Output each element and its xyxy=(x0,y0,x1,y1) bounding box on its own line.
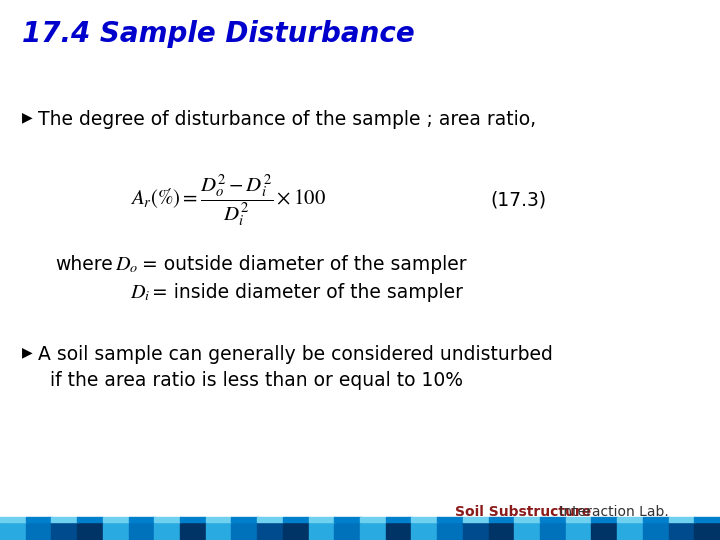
Bar xyxy=(514,522,541,540)
Bar xyxy=(591,522,618,540)
Bar xyxy=(617,517,644,522)
Bar xyxy=(283,517,309,522)
Bar xyxy=(103,517,129,522)
Bar xyxy=(206,517,232,522)
Text: 17.4 Sample Disturbance: 17.4 Sample Disturbance xyxy=(22,20,415,48)
Bar xyxy=(437,517,464,522)
Bar xyxy=(334,517,361,522)
Bar xyxy=(540,517,566,522)
Bar xyxy=(694,522,720,540)
Bar xyxy=(386,522,412,540)
Text: $A_r(\%) = \dfrac{D_o^2 - D_i^2}{D_i^2} \times 100$: $A_r(\%) = \dfrac{D_o^2 - D_i^2}{D_i^2} … xyxy=(130,172,326,228)
Bar xyxy=(154,517,181,522)
Bar xyxy=(591,517,618,522)
Text: where: where xyxy=(55,255,113,274)
Bar xyxy=(103,522,129,540)
Bar xyxy=(51,517,78,522)
Bar xyxy=(26,522,52,540)
Text: Interaction Lab.: Interaction Lab. xyxy=(555,505,669,519)
Bar xyxy=(77,522,104,540)
Bar xyxy=(231,517,258,522)
Bar xyxy=(540,522,566,540)
Bar xyxy=(77,517,104,522)
Bar xyxy=(309,517,335,522)
Bar xyxy=(180,522,206,540)
Text: = outside diameter of the sampler: = outside diameter of the sampler xyxy=(142,255,467,274)
Bar xyxy=(360,522,386,540)
Bar xyxy=(334,522,361,540)
Bar xyxy=(514,517,541,522)
Bar xyxy=(669,522,695,540)
Text: A soil sample can generally be considered undisturbed: A soil sample can generally be considere… xyxy=(38,345,553,364)
Bar xyxy=(386,517,412,522)
Text: $D_i$: $D_i$ xyxy=(130,283,150,303)
Bar xyxy=(206,522,232,540)
Bar xyxy=(437,522,464,540)
Bar xyxy=(26,517,52,522)
Text: ▶: ▶ xyxy=(22,345,32,359)
Text: if the area ratio is less than or equal to 10%: if the area ratio is less than or equal … xyxy=(50,371,463,390)
Bar xyxy=(411,517,438,522)
Text: = inside diameter of the sampler: = inside diameter of the sampler xyxy=(152,283,463,302)
Bar xyxy=(0,517,26,522)
Bar xyxy=(360,517,386,522)
Bar xyxy=(489,522,515,540)
Bar xyxy=(411,522,438,540)
Text: The degree of disturbance of the sample ; area ratio,: The degree of disturbance of the sample … xyxy=(38,110,536,129)
Bar xyxy=(283,522,309,540)
Text: Soil Substructure: Soil Substructure xyxy=(455,505,591,519)
Bar xyxy=(129,517,155,522)
Bar xyxy=(694,517,720,522)
Text: $D_o$: $D_o$ xyxy=(115,255,138,275)
Bar xyxy=(463,517,489,522)
Bar xyxy=(566,522,592,540)
Bar xyxy=(643,517,669,522)
Bar xyxy=(463,522,489,540)
Bar xyxy=(180,517,206,522)
Bar xyxy=(129,522,155,540)
Bar xyxy=(231,522,258,540)
Text: ▶: ▶ xyxy=(22,110,32,124)
Bar xyxy=(669,517,695,522)
Bar xyxy=(154,522,181,540)
Text: (17.3): (17.3) xyxy=(490,191,546,210)
Bar xyxy=(309,522,335,540)
Bar xyxy=(617,522,644,540)
Bar xyxy=(643,522,669,540)
Bar xyxy=(566,517,592,522)
Bar xyxy=(257,517,284,522)
Bar xyxy=(489,517,515,522)
Bar xyxy=(0,522,26,540)
Bar xyxy=(51,522,78,540)
Bar xyxy=(257,522,284,540)
